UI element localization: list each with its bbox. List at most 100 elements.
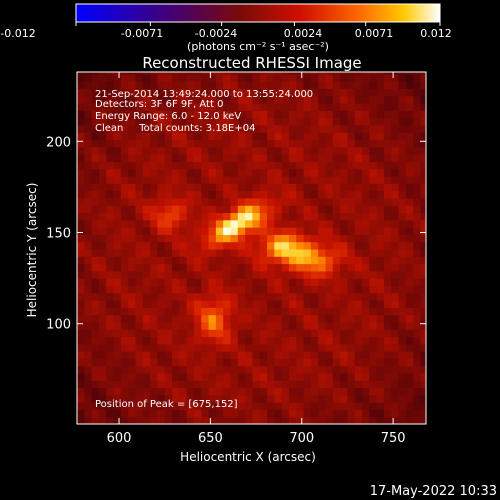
heatmap-cell xyxy=(303,299,312,308)
heatmap-cell xyxy=(413,117,422,126)
heatmap-cell xyxy=(340,154,349,162)
heatmap-cell xyxy=(391,394,400,403)
heatmap-cell xyxy=(164,175,173,184)
heatmap-cell xyxy=(383,387,392,396)
heatmap-cell xyxy=(274,234,283,243)
heatmap-cell xyxy=(186,227,195,235)
heatmap-cell xyxy=(288,81,297,90)
heatmap-cell xyxy=(106,103,115,111)
heatmap-cell xyxy=(157,154,166,162)
heatmap-cell xyxy=(376,343,385,352)
heatmap-cell xyxy=(208,380,217,389)
heatmap-cell xyxy=(383,321,392,330)
heatmap-cell xyxy=(340,183,349,192)
heatmap-cell xyxy=(150,95,158,104)
heatmap-cell xyxy=(369,227,378,235)
heatmap-cell xyxy=(98,387,107,396)
heatmap-cell xyxy=(91,110,100,119)
heatmap-cell xyxy=(84,416,93,424)
heatmap-cell xyxy=(77,110,85,119)
heatmap-cell xyxy=(215,402,224,411)
heatmap-cell xyxy=(310,285,319,294)
heatmap-cell xyxy=(150,190,158,199)
heatmap-cell xyxy=(215,110,224,119)
heatmap-cell xyxy=(383,372,392,381)
heatmap-cell xyxy=(91,314,100,323)
heatmap-cell xyxy=(362,307,370,316)
heatmap-cell xyxy=(179,227,188,235)
heatmap-cell xyxy=(172,380,180,389)
heatmap-cell xyxy=(142,256,151,265)
heatmap-cell xyxy=(179,329,188,338)
heatmap-cell xyxy=(186,190,195,199)
heatmap-cell xyxy=(310,329,319,338)
heatmap-cell xyxy=(230,234,239,243)
heatmap-cell xyxy=(215,117,224,126)
heatmap-cell xyxy=(98,416,107,424)
heatmap-cell xyxy=(252,409,261,418)
heatmap-cell xyxy=(259,358,268,367)
heatmap-cell xyxy=(318,88,327,97)
heatmap-cell xyxy=(274,402,283,411)
heatmap-cell xyxy=(142,190,151,199)
heatmap-cell xyxy=(98,234,107,243)
heatmap-cell xyxy=(310,372,319,381)
heatmap-cell xyxy=(135,212,144,221)
heatmap-cell xyxy=(157,110,166,119)
heatmap-cell xyxy=(172,263,180,272)
heatmap-cell xyxy=(164,190,173,199)
heatmap-cell xyxy=(230,329,239,338)
heatmap-cell xyxy=(91,394,100,403)
heatmap-cell xyxy=(91,321,100,330)
info-time-range: 21-Sep-2014 13:49:24.000 to 13:55:24.000 xyxy=(95,89,313,100)
heatmap-cell xyxy=(332,219,341,228)
heatmap-cell xyxy=(186,278,195,286)
heatmap-cell xyxy=(310,241,319,250)
heatmap-cell xyxy=(193,321,202,330)
heatmap-cell xyxy=(420,285,426,294)
heatmap-cell xyxy=(369,343,378,352)
heatmap-cell xyxy=(230,190,239,199)
heatmap-cell xyxy=(288,292,297,301)
heatmap-cell xyxy=(413,365,422,374)
heatmap-cell xyxy=(303,81,312,90)
heatmap-cell xyxy=(398,175,407,184)
heatmap-cell xyxy=(332,365,341,374)
heatmap-cell xyxy=(135,227,144,235)
heatmap-cell xyxy=(318,329,327,338)
heatmap-cell xyxy=(398,351,407,359)
heatmap-cell xyxy=(354,329,363,338)
heatmap-cell xyxy=(237,168,246,177)
heatmap-cell xyxy=(303,285,312,294)
heatmap-cell xyxy=(164,146,173,155)
heatmap-cell xyxy=(193,380,202,389)
heatmap-cell xyxy=(303,139,312,148)
heatmap-cell xyxy=(281,387,290,396)
heatmap-cell xyxy=(142,292,151,301)
heatmap-cell xyxy=(186,132,195,141)
heatmap-cell xyxy=(376,365,385,374)
heatmap-cell xyxy=(281,146,290,155)
heatmap-cell xyxy=(172,285,180,294)
heatmap-cell xyxy=(179,81,188,90)
heatmap-cell xyxy=(164,248,173,257)
heatmap-cell xyxy=(362,394,370,403)
heatmap-cell xyxy=(362,117,370,126)
heatmap-cell xyxy=(252,329,261,338)
heatmap-cell xyxy=(106,343,115,352)
heatmap-cell xyxy=(230,81,239,90)
heatmap-cell xyxy=(215,124,224,133)
heatmap-cell xyxy=(413,285,422,294)
heatmap-cell xyxy=(340,343,349,352)
heatmap-cell xyxy=(318,212,327,221)
heatmap-cell xyxy=(193,394,202,403)
heatmap-cell xyxy=(230,110,239,119)
heatmap-cell xyxy=(420,365,426,374)
heatmap-cell xyxy=(113,190,122,199)
heatmap-cell xyxy=(164,227,173,235)
heatmap-cell xyxy=(150,124,158,133)
heatmap-cell xyxy=(113,73,122,82)
heatmap-cell xyxy=(318,248,327,257)
heatmap-cell xyxy=(215,285,224,294)
heatmap-cell xyxy=(77,343,85,352)
